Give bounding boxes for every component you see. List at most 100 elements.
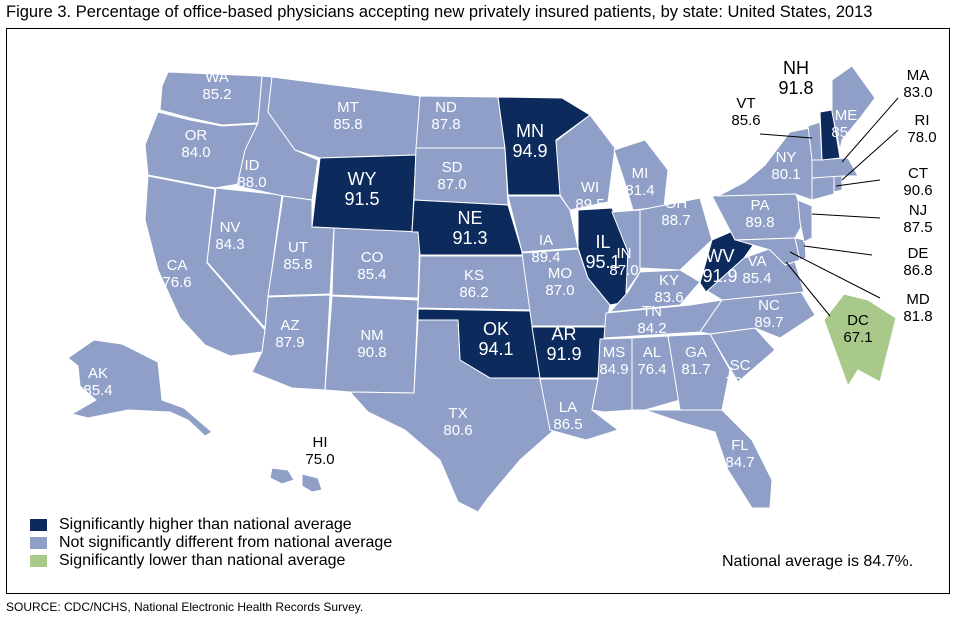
state-label-wv-abbr: WV [706,246,735,266]
source-note: SOURCE: CDC/NCHS, National Electronic He… [6,600,364,614]
state-label-ks-abbr: KS [464,267,484,284]
state-GA [667,333,731,411]
state-label-nd-value: 87.8 [431,116,460,133]
state-label-mo-value: 87.0 [545,282,574,299]
state-FL [644,409,773,509]
state-label-ga-value: 81.7 [681,361,710,378]
legend-swatch-lower [30,555,47,567]
state-label-or-value: 84.0 [181,144,210,161]
state-label-md-value: 81.8 [903,308,932,325]
state-label-ny-value: 80.1 [771,166,800,183]
state-label-nj-value: 87.5 [903,219,932,236]
state-label-nv-abbr: NV [220,219,241,236]
state-label-fl-value: 84.7 [725,454,754,471]
state-label-ca-abbr: CA [167,257,188,274]
state-label-in-abbr: IN [617,245,632,262]
national-average-note: National average is 84.7%. [722,553,914,570]
state-label-ia-abbr: IA [539,232,553,249]
state-label-md-abbr: MD [906,291,929,308]
state-label-az-abbr: AZ [280,317,299,334]
state-label-tn-value: 84.2 [637,320,666,337]
state-label-ut-abbr: UT [288,239,308,256]
state-label-az-value: 87.9 [275,334,304,351]
state-label-dc-value: 67.1 [843,329,872,346]
state-label-mt-abbr: MT [337,99,359,116]
state-label-oh-value: 88.7 [661,212,690,229]
state-label-co-abbr: CO [361,249,384,266]
state-label-ar-value: 91.9 [546,344,581,364]
state-label-ne-value: 91.3 [452,228,487,248]
state-label-me-value: 85.8 [831,124,860,141]
state-label-mt-value: 85.8 [333,116,362,133]
map-frame [6,28,950,594]
state-label-mi-value: 81.4 [625,182,654,199]
state-label-mn-abbr: MN [516,121,544,141]
state-OH [639,197,713,271]
state-label-mn-value: 94.9 [512,141,547,161]
state-ME [831,65,876,151]
state-label-ri-value: 78.0 [907,129,936,146]
state-label-tx-abbr: TX [448,405,467,422]
state-label-de-abbr: DE [908,245,929,262]
state-label-va-abbr: VA [748,253,767,270]
state-label-vt-abbr: VT [736,95,755,112]
state-NE [411,199,524,256]
state-label-pa-value: 89.8 [745,214,774,231]
state-MA [811,157,859,179]
state-WI [555,114,616,211]
state-label-ks-value: 86.2 [459,284,488,301]
state-label-ak-value: 85.4 [83,382,112,399]
state-label-tn-abbr: TN [642,303,662,320]
state-label-ms-abbr: MS [603,344,626,361]
state-label-wa-abbr: WA [205,69,229,86]
state-label-wy-abbr: WY [348,169,377,189]
state-IA [507,195,579,253]
state-label-co-value: 85.4 [357,266,386,283]
state-label-al-value: 76.4 [637,361,666,378]
state-label-sd-abbr: SD [442,159,463,176]
state-DE [794,237,807,261]
state-label-oh-abbr: OH [665,195,688,212]
state-HI-big [301,473,323,493]
state-label-ne-abbr: NE [457,208,482,228]
state-RI [833,175,843,193]
figure-title: Figure 3. Percentage of office-based phy… [6,3,873,21]
leader-lines [759,97,899,317]
state-DC [823,293,897,388]
state-label-nc-value: 89.7 [754,314,783,331]
state-HI-maui [269,467,295,485]
state-label-ri-abbr: RI [915,112,930,129]
state-TX [348,319,555,513]
state-label-or-abbr: OR [185,127,208,144]
state-label-me-abbr: ME [835,107,858,124]
state-MD [735,237,801,266]
state-label-al-abbr: AL [643,344,661,361]
state-label-ok-value: 94.1 [478,339,513,359]
state-NY [717,127,817,201]
state-AZ [251,294,331,391]
state-label-la-value: 86.5 [553,416,582,433]
state-label-ma-value: 83.0 [903,84,932,101]
state-label-vt-value: 85.6 [731,112,760,129]
state-label-sd-value: 87.0 [437,176,466,193]
state-label-fl-abbr: FL [731,437,749,454]
state-label-id-abbr: ID [245,157,260,174]
legend: Significantly higher than national avera… [30,516,392,570]
state-label-va-value: 85.4 [742,270,771,287]
state-AK [67,339,213,437]
state-label-il-value: 95.1 [585,252,620,272]
state-label-ar-abbr: AR [551,324,576,344]
state-label-ky-value: 83.6 [654,289,683,306]
state-label-il-abbr: IL [595,232,610,252]
state-label-wa-value: 85.2 [202,86,231,103]
state-label-la-abbr: LA [559,399,577,416]
state-label-sc-abbr: SC [730,357,751,374]
state-label-ma-abbr: MA [907,67,930,84]
state-CT [811,175,835,201]
state-label-ms-value: 84.9 [599,361,628,378]
state-label-ny-abbr: NY [776,149,797,166]
state-label-ok-abbr: OK [483,319,509,339]
state-AL [631,335,681,411]
state-label-nm-value: 90.8 [357,344,386,361]
